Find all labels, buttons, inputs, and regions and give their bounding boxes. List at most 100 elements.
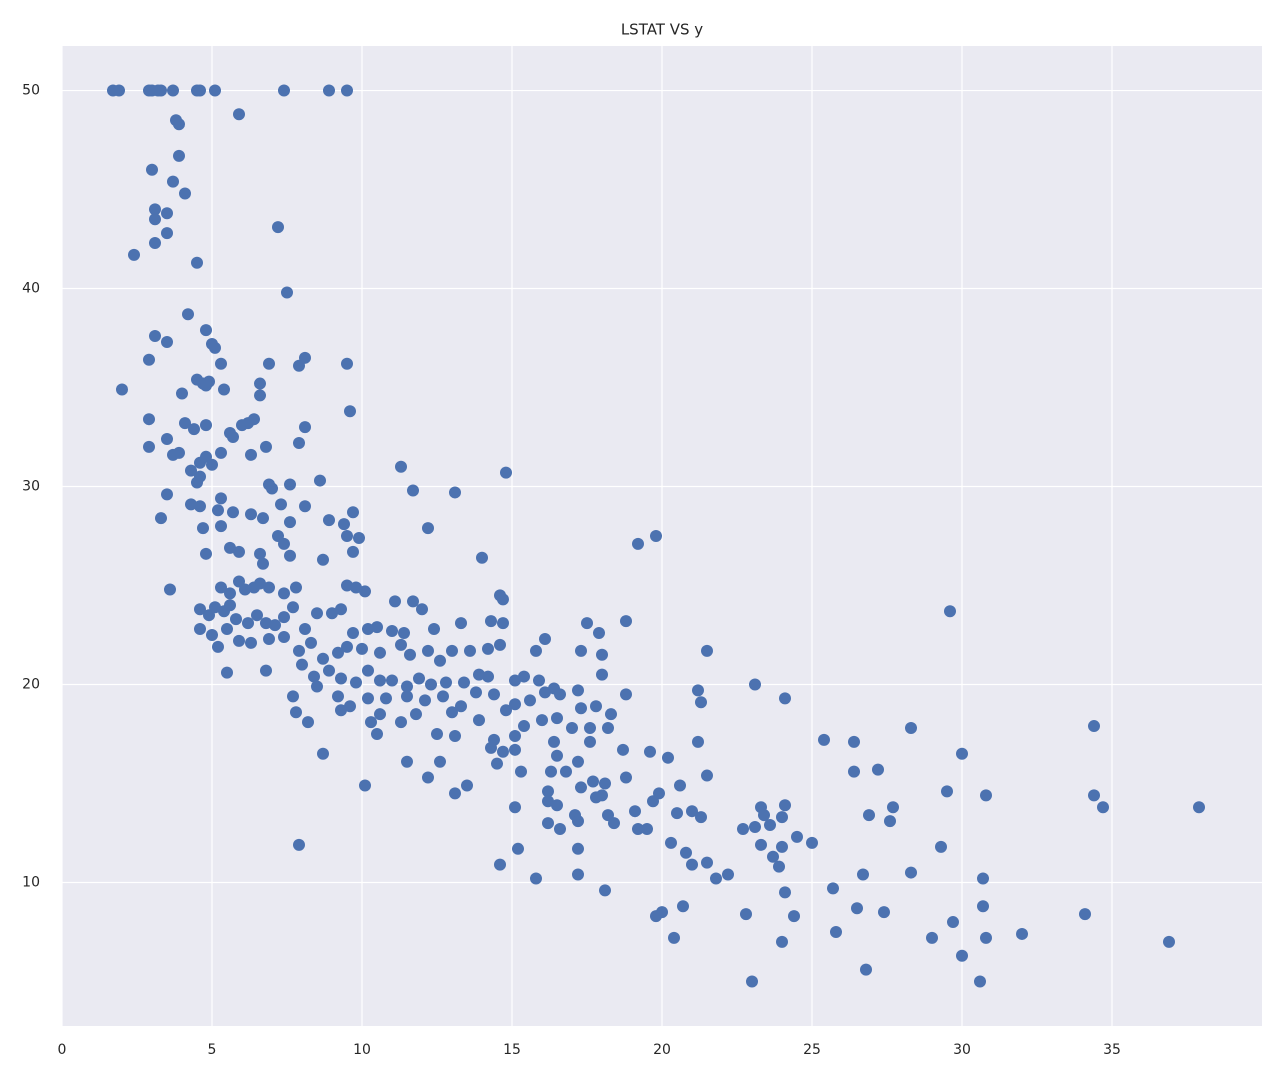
point [386, 674, 398, 687]
point [590, 700, 602, 713]
point [440, 676, 452, 689]
point [317, 747, 329, 760]
point [224, 541, 236, 554]
point [341, 579, 353, 592]
point [572, 842, 584, 855]
point [194, 500, 206, 513]
point [500, 704, 512, 717]
point [473, 714, 485, 727]
point [194, 603, 206, 616]
point [560, 765, 572, 778]
point [596, 668, 608, 681]
point [668, 931, 680, 944]
point [575, 644, 587, 657]
point [572, 868, 584, 881]
point [686, 805, 698, 818]
point [449, 787, 461, 800]
point [701, 644, 713, 657]
point [848, 735, 860, 748]
point [977, 872, 989, 885]
point [200, 547, 212, 560]
point [554, 688, 566, 701]
point [779, 886, 791, 899]
point [128, 248, 140, 261]
point [584, 735, 596, 748]
point [410, 708, 422, 721]
point [347, 506, 359, 519]
point [173, 446, 185, 459]
point [257, 557, 269, 570]
x-tick-label: 5 [208, 1042, 217, 1058]
x-tick-label: 30 [953, 1042, 971, 1058]
point [215, 357, 227, 370]
point [533, 674, 545, 687]
point [395, 716, 407, 729]
point [350, 581, 362, 594]
point [209, 601, 221, 614]
point [254, 577, 266, 590]
point [341, 357, 353, 370]
point [542, 795, 554, 808]
point [278, 84, 290, 97]
point [305, 636, 317, 649]
chart-title: LSTAT VS y [621, 21, 703, 39]
point [446, 644, 458, 657]
point [401, 690, 413, 703]
point [374, 708, 386, 721]
point [242, 617, 254, 630]
point [371, 727, 383, 740]
point [200, 419, 212, 432]
point [422, 522, 434, 535]
point [497, 745, 509, 758]
point [740, 908, 752, 921]
point [278, 630, 290, 643]
point [179, 417, 191, 430]
point [1097, 801, 1109, 814]
point [209, 341, 221, 354]
point [905, 722, 917, 735]
point [224, 587, 236, 600]
point [542, 785, 554, 798]
point [596, 648, 608, 661]
point [380, 692, 392, 705]
point [206, 628, 218, 641]
point [419, 694, 431, 707]
y-tick-label: 30 [22, 479, 40, 495]
point [194, 84, 206, 97]
x-tick-label: 10 [353, 1042, 371, 1058]
point [194, 470, 206, 483]
point [407, 595, 419, 608]
point [215, 446, 227, 459]
point [263, 632, 275, 645]
point [524, 694, 536, 707]
point [629, 805, 641, 818]
point [509, 674, 521, 687]
point [212, 504, 224, 517]
point [395, 638, 407, 651]
point [347, 545, 359, 558]
point [194, 623, 206, 636]
point [566, 722, 578, 735]
point [395, 460, 407, 473]
point [818, 733, 830, 746]
point [362, 692, 374, 705]
point [143, 353, 155, 366]
point [215, 581, 227, 594]
point [287, 601, 299, 614]
point [857, 868, 869, 881]
point [977, 900, 989, 913]
point [254, 547, 266, 560]
point [788, 910, 800, 923]
point [359, 779, 371, 792]
point [722, 868, 734, 881]
point [497, 593, 509, 606]
point [701, 856, 713, 869]
point [278, 537, 290, 550]
point [1079, 908, 1091, 921]
point [617, 743, 629, 756]
point [350, 676, 362, 689]
point [173, 149, 185, 162]
point [494, 638, 506, 651]
point [161, 335, 173, 348]
point [422, 644, 434, 657]
